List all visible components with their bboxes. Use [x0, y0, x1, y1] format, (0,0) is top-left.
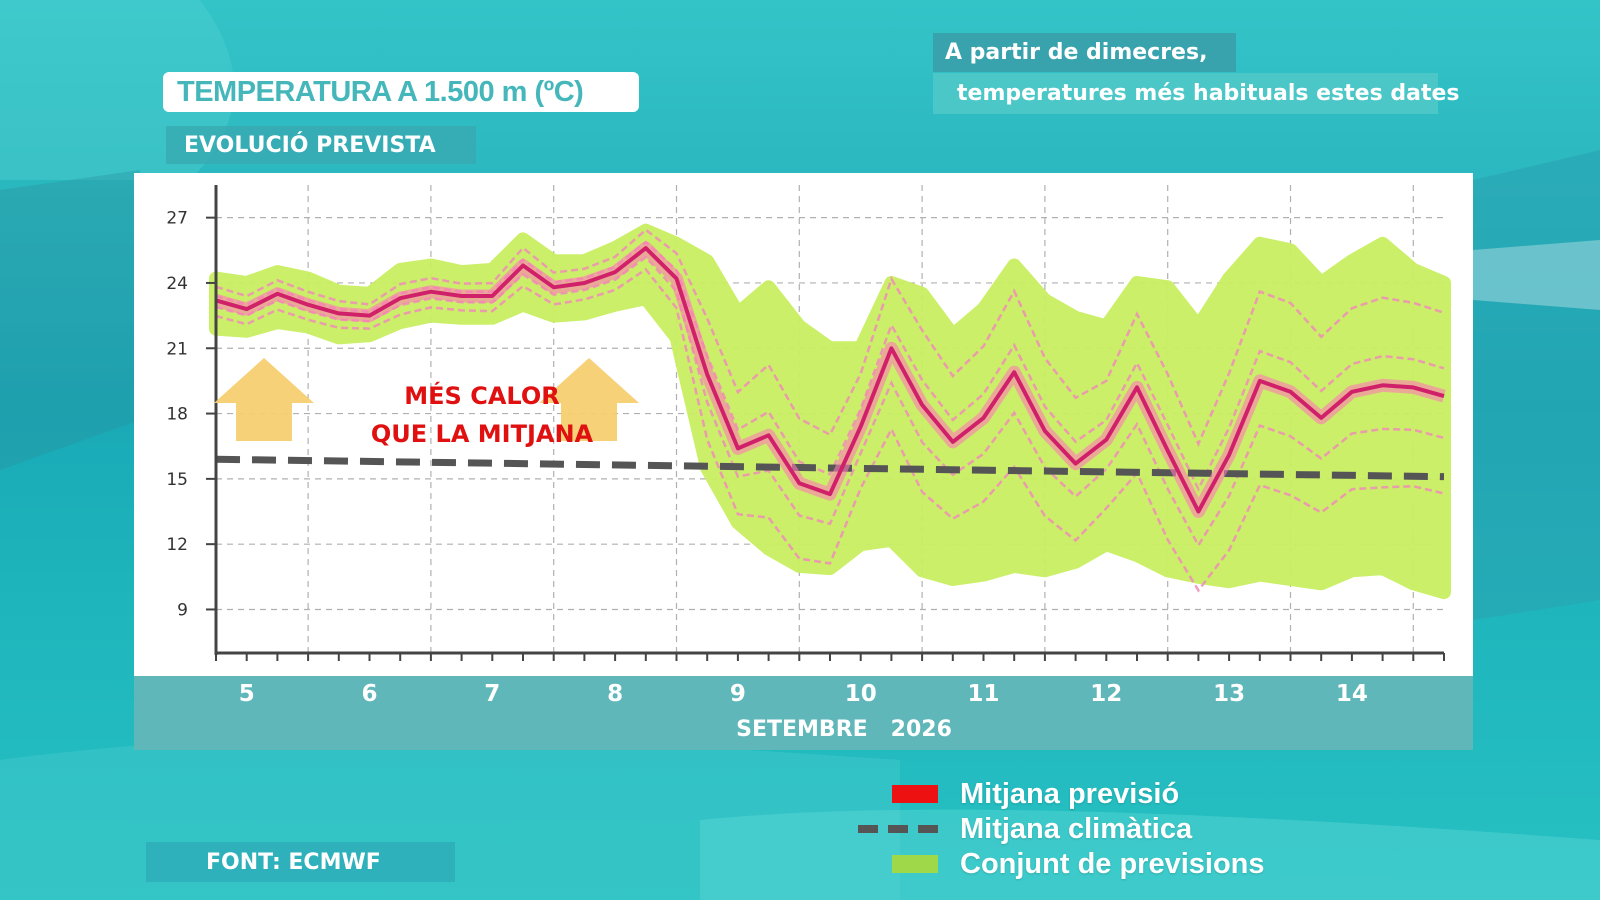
x-tick-label: 6 — [361, 681, 377, 707]
source-label: FONT: ECMWF — [206, 849, 381, 875]
chart-xaxis-band — [134, 676, 1473, 750]
chart-title: TEMPERATURA A 1.500 m (ºC) — [177, 75, 584, 108]
annotation-line-1: MÉS CALOR — [404, 381, 559, 410]
axes: 9 12 15 18 21 24 27 5 6 7 8 9 10 11 12 13 14 — [166, 185, 1445, 707]
ensemble-band-area — [209, 223, 1451, 600]
temperature-chart: 9 12 15 18 21 24 27 5 6 7 8 9 10 11 12 13 14 MÉS CALOR Q… — [134, 173, 1473, 750]
x-axis-title: SETEMBRE 2026 — [736, 717, 952, 742]
ensemble-member-line — [215, 267, 1445, 593]
climate-mean-line — [215, 455, 1445, 481]
ensemble-band — [209, 223, 1451, 600]
headline-line-2: temperatures més habituals estes dates — [957, 81, 1460, 106]
legend-item-climate-mean: Mitjana climàtica — [858, 813, 1310, 848]
headline-box-1: A partir de dimecres, — [933, 33, 1236, 72]
y-tick-label: 15 — [166, 470, 188, 490]
legend-label: Mitjana climàtica — [960, 813, 1193, 845]
legend-swatch-red — [892, 785, 938, 803]
headline-line-1: A partir de dimecres, — [945, 40, 1208, 65]
x-tick-label: 11 — [967, 681, 999, 707]
legend-label: Mitjana previsió — [960, 778, 1180, 810]
climate-series — [215, 455, 1445, 481]
y-tick-label: 18 — [166, 405, 188, 425]
y-tick-label: 12 — [166, 535, 188, 555]
ensemble-member-line — [215, 228, 1445, 448]
up-arrow-icon — [214, 358, 314, 441]
legend-item-forecast-mean: Mitjana previsió — [890, 778, 1310, 813]
legend-item-ensemble: Conjunt de previsions — [890, 848, 1310, 883]
x-tick-label: 13 — [1213, 681, 1245, 707]
chart-subtitle-box: EVOLUCIÓ PREVISTA — [166, 126, 476, 164]
x-tick-label: 12 — [1090, 681, 1122, 707]
legend-swatch-dashed — [858, 825, 948, 833]
ensemble-member-line — [215, 240, 1445, 492]
y-tick-label: 27 — [166, 209, 188, 229]
x-tick-label: 10 — [845, 681, 877, 707]
x-tick-label: 14 — [1336, 681, 1368, 707]
y-tick-label: 21 — [166, 339, 188, 359]
forecast-mean-line — [215, 246, 1445, 514]
forecast-series — [214, 241, 1446, 518]
legend-label: Conjunt de previsions — [960, 848, 1265, 880]
y-tick-label: 9 — [177, 600, 188, 620]
chart-title-box: TEMPERATURA A 1.500 m (ºC) — [163, 72, 639, 112]
legend: Mitjana previsió Mitjana climàtica Conju… — [858, 778, 1310, 883]
legend-swatch-green — [892, 855, 938, 873]
chart-subtitle: EVOLUCIÓ PREVISTA — [184, 132, 436, 158]
source-box: FONT: ECMWF — [146, 842, 455, 882]
x-tick-label: 5 — [239, 681, 255, 707]
x-tick-label: 7 — [484, 681, 500, 707]
headline-box-2: temperatures més habituals estes dates — [933, 73, 1459, 114]
x-tick-label: 9 — [730, 681, 746, 707]
up-arrow-icon — [539, 358, 639, 441]
x-tick-label: 8 — [607, 681, 623, 707]
y-tick-label: 24 — [166, 274, 188, 294]
annotation-line-2: QUE LA MITJANA — [371, 420, 594, 448]
warm-annotation: MÉS CALOR QUE LA MITJANA — [214, 358, 639, 448]
